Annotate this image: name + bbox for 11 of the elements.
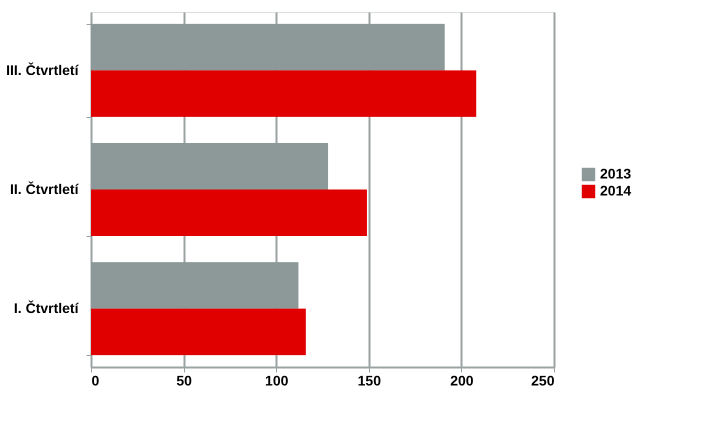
x-tick-label: 50 <box>176 372 192 388</box>
y-tick-label: III. Čtvrtletí <box>6 62 80 78</box>
y-tick-label: I. Čtvrtletí <box>14 300 80 316</box>
x-tick-label: 150 <box>358 372 382 388</box>
x-tick-label: 0 <box>92 372 100 388</box>
legend-label: 2014 <box>600 182 632 198</box>
legend-label: 2013 <box>600 166 632 182</box>
x-tick-label: 250 <box>531 372 555 388</box>
x-tick-label: 200 <box>450 372 474 388</box>
x-tick-label: 100 <box>265 372 289 388</box>
y-tick-label: II. Čtvrtletí <box>10 181 80 197</box>
